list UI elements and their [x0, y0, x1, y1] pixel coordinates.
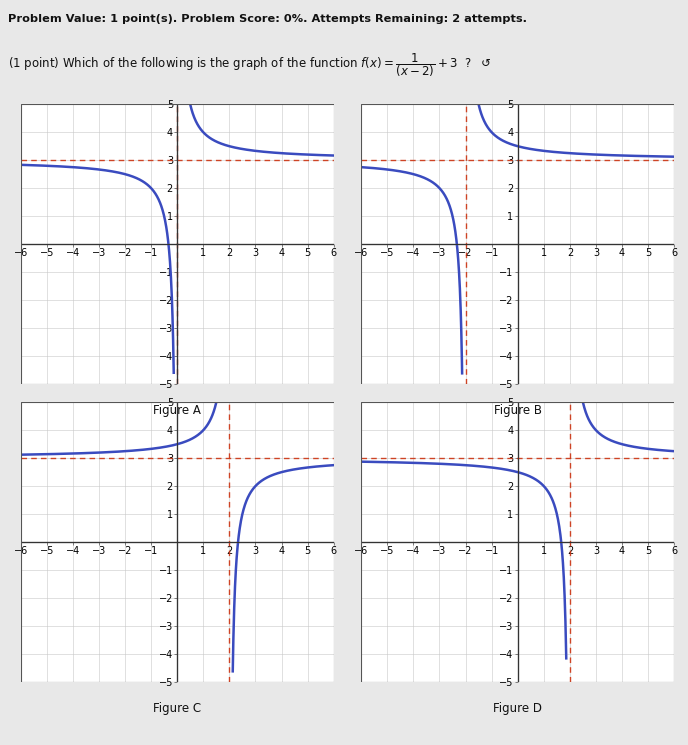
Text: Figure D: Figure D: [493, 702, 542, 714]
Text: (1 point) Which of the following is the graph of the function $f(x) = \dfrac{1}{: (1 point) Which of the following is the …: [8, 51, 491, 79]
Text: Figure B: Figure B: [494, 404, 541, 416]
Text: Figure C: Figure C: [153, 702, 201, 714]
Text: Figure A: Figure A: [153, 404, 201, 416]
Text: Problem Value: 1 point(s). Problem Score: 0%. Attempts Remaining: 2 attempts.: Problem Value: 1 point(s). Problem Score…: [8, 14, 527, 25]
